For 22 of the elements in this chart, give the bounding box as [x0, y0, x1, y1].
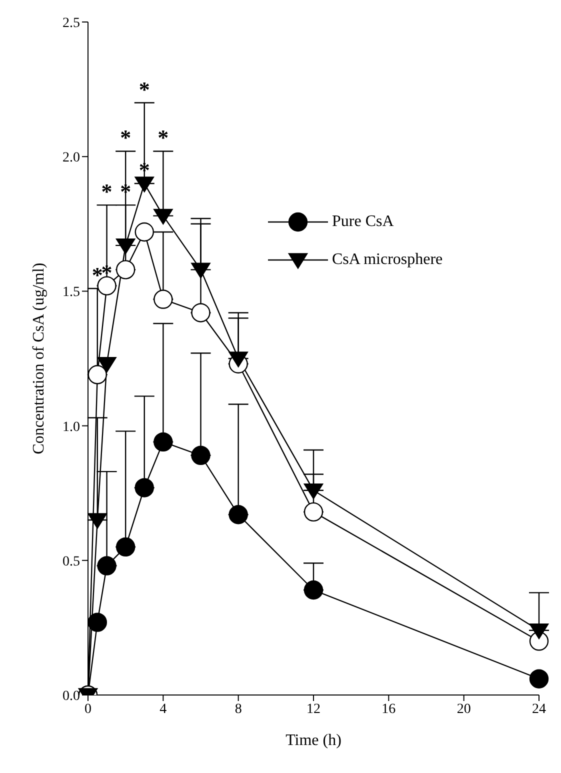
x-tick-label: 8 — [234, 702, 242, 717]
x-axis-title: Time (h) — [286, 732, 342, 749]
y-tick-label: 0.0 — [62, 688, 80, 704]
y-tick-label: 1.0 — [62, 420, 80, 435]
annotation: * — [138, 76, 150, 102]
x-tick-label: 0 — [84, 702, 92, 717]
x-tick-label: 4 — [160, 702, 167, 717]
annotation: * — [101, 179, 112, 204]
y-tick-label: 2.5 — [62, 16, 80, 31]
y-tick-label: 0.5 — [62, 554, 80, 570]
x-tick-label: 24 — [532, 702, 546, 717]
x-tick-label: 12 — [306, 702, 320, 717]
y-tick-label: 1.5 — [62, 285, 80, 300]
y-tick-label: 2.0 — [62, 150, 80, 166]
x-tick-label: 20 — [456, 702, 471, 717]
legend-label: CsA microsphere — [332, 251, 443, 269]
y-axis-title: Concentration of CsA (ug/ml) — [30, 262, 48, 454]
x-tick-label: 16 — [382, 702, 396, 717]
annotation: * — [120, 125, 132, 150]
annotation: * — [92, 262, 103, 288]
annotation: * — [158, 125, 169, 150]
legend-label: Pure CsA — [332, 213, 394, 231]
